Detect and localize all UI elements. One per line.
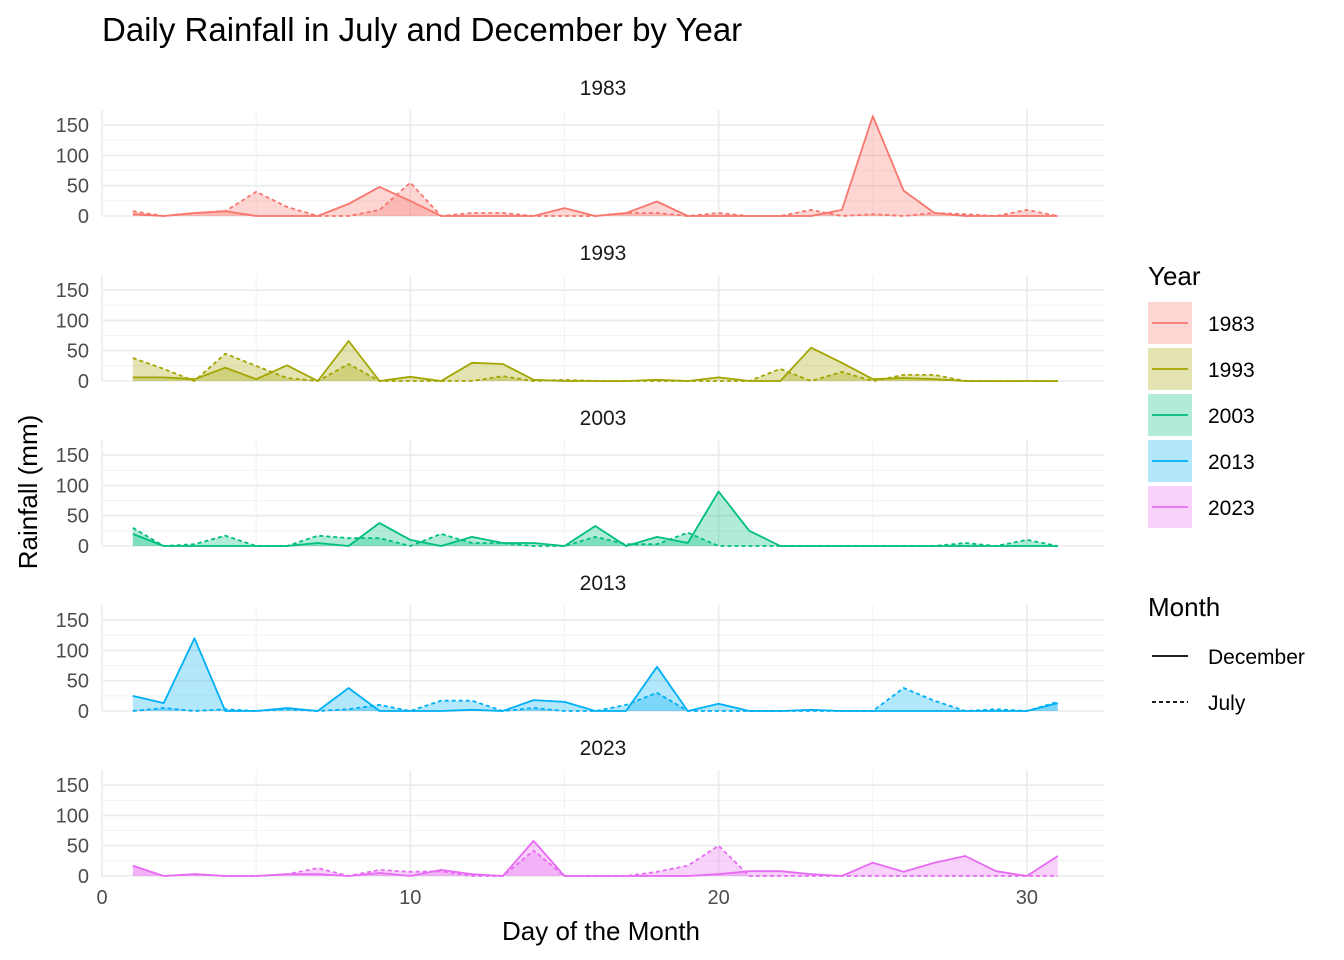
legend-month-title: Month <box>1148 592 1220 622</box>
y-tick-label: 150 <box>56 445 89 467</box>
legend: Year 1983 1993 2003 2013 2023 Month December… <box>1148 261 1305 715</box>
y-tick-label: 0 <box>78 371 89 393</box>
area-july <box>132 527 1058 546</box>
legend-year-entries: 1983 1993 2003 2013 2023 <box>1148 302 1255 528</box>
legend-entry-july: July <box>1152 692 1246 715</box>
x-tick-label: 10 <box>399 887 421 909</box>
y-tick-label: 0 <box>78 701 89 723</box>
x-tick-label: 30 <box>1016 887 1038 909</box>
area-december <box>132 840 1058 876</box>
y-tick-label: 150 <box>56 115 89 137</box>
legend-label: 2003 <box>1208 405 1255 428</box>
y-tick-label: 50 <box>67 506 89 528</box>
panel-2023: 0 50 100 150 2023 0 10 20 30 <box>56 737 1104 909</box>
chart-title: Daily Rainfall in July and December by Y… <box>102 11 742 48</box>
legend-entry-1993: 1993 <box>1148 348 1255 390</box>
area-december <box>132 491 1058 546</box>
legend-month-entries: December July <box>1152 646 1305 715</box>
line-july <box>132 352 1058 382</box>
line-july <box>132 527 1058 547</box>
x-tick-label: 20 <box>707 887 729 909</box>
y-tick-label: 50 <box>67 836 89 858</box>
panel-title: 2003 <box>580 407 627 430</box>
y-tick-label: 100 <box>56 805 89 827</box>
y-tick-label: 150 <box>56 775 89 797</box>
y-tick-label: 150 <box>56 280 89 302</box>
y-tick-label: 0 <box>78 206 89 228</box>
area-july <box>132 688 1058 711</box>
line-december <box>132 637 1059 712</box>
legend-label: December <box>1208 646 1305 669</box>
legend-entry-2013: 2013 <box>1148 440 1255 482</box>
panel-title: 1993 <box>580 242 627 265</box>
legend-entry-december: December <box>1152 646 1305 669</box>
line-july <box>132 844 1058 877</box>
y-tick-label: 50 <box>67 176 89 198</box>
y-axis-title: Rainfall (mm) <box>13 415 43 570</box>
y-tick-label: 100 <box>56 145 89 167</box>
area-december <box>132 116 1058 216</box>
y-tick-label: 100 <box>56 640 89 662</box>
legend-label: 1993 <box>1208 359 1255 382</box>
legend-label: July <box>1208 692 1246 715</box>
y-tick-label: 100 <box>56 475 89 497</box>
panel-1993: 0 50 100 150 1993 <box>56 242 1104 393</box>
area-july <box>132 353 1058 381</box>
area-december <box>132 341 1058 381</box>
x-tick-label: 0 <box>96 887 107 909</box>
line-july <box>132 687 1059 712</box>
legend-label: 2023 <box>1208 497 1255 520</box>
y-tick-label: 0 <box>78 536 89 558</box>
line-july <box>132 181 1058 217</box>
area-july <box>132 182 1058 216</box>
legend-entry-1983: 1983 <box>1148 302 1255 344</box>
y-tick-label: 100 <box>56 310 89 332</box>
panel-title: 2013 <box>580 572 627 595</box>
legend-label: 2013 <box>1208 451 1255 474</box>
panel-2003: 0 50 100 150 2003 <box>56 407 1104 558</box>
legend-entry-2003: 2003 <box>1148 394 1255 436</box>
legend-label: 1983 <box>1208 313 1255 336</box>
y-tick-label: 50 <box>67 671 89 693</box>
legend-year-title: Year <box>1148 261 1201 291</box>
panel-1983: 0 50 100 150 1983 <box>56 77 1104 228</box>
panel-title: 2023 <box>580 737 627 760</box>
panel-2013: 0 50 100 150 2013 <box>56 572 1104 723</box>
y-tick-label: 150 <box>56 610 89 632</box>
legend-entry-2023: 2023 <box>1148 486 1255 528</box>
x-axis-title: Day of the Month <box>502 916 700 946</box>
facet-panels: 0501001501983050100150199305010015020030… <box>56 77 1104 909</box>
y-tick-label: 50 <box>67 341 89 363</box>
y-tick-label: 0 <box>78 866 89 888</box>
panel-title: 1983 <box>580 77 627 100</box>
